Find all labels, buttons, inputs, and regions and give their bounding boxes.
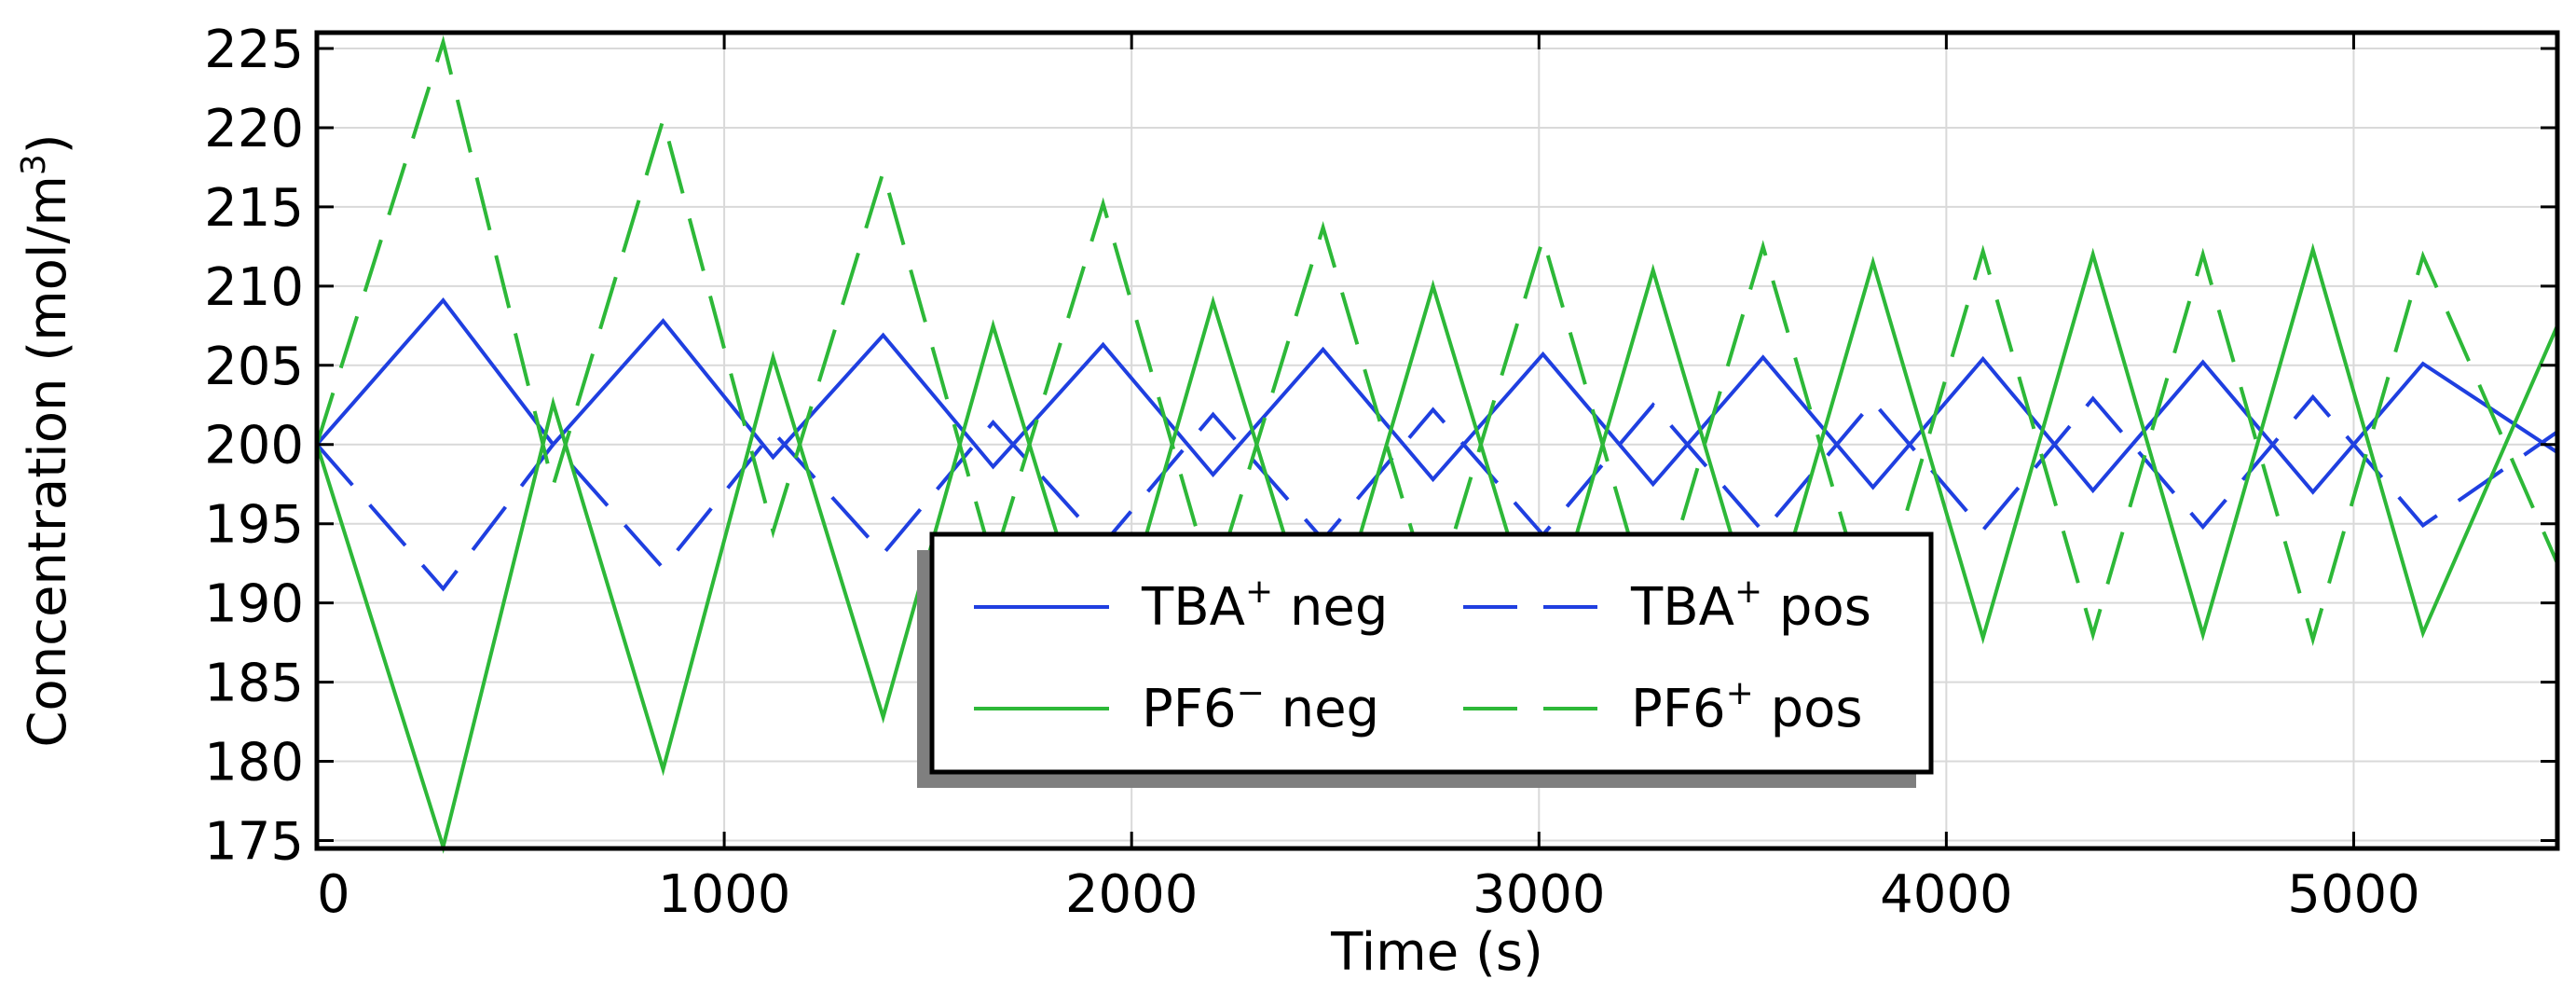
legend: TBA+ neg TBA+ pos PF6− neg PF6+ pos [917,534,1931,788]
x-tick-label: 1000 [658,864,791,925]
x-axis-title: Time (s) [1330,922,1543,983]
y-tick-label: 225 [204,20,304,80]
y-axis-title-sup: 3 [15,154,53,175]
y-tick-label: 190 [204,574,304,635]
x-tick-label: 3000 [1473,864,1606,925]
series-line-0 [317,300,2557,492]
y-tick-label: 175 [204,812,304,873]
y-tick-label: 200 [204,416,304,476]
y-tick-label: 180 [204,733,304,793]
x-tick-label: 2000 [1065,864,1199,925]
y-axis-title-main: Concentration (mol/m [18,175,78,748]
y-tick-label: 195 [204,495,304,556]
y-tick-label: 215 [204,178,304,239]
y-tick-label: 205 [204,337,304,397]
x-tick-label: 0 [317,864,350,925]
y-tick-label: 210 [204,257,304,318]
y-tick-label: 220 [204,99,304,159]
y-tick-label: 185 [204,654,304,714]
y-axis-title: Concentration (mol/m3) [15,133,78,747]
x-tick-label: 4000 [1880,864,2013,925]
x-tick-label: 5000 [2287,864,2420,925]
chart: 0 1000 2000 3000 4000 5000 175 180 185 190 195 200 2… [0,0,2576,993]
y-axis-title-close: ) [18,133,78,154]
